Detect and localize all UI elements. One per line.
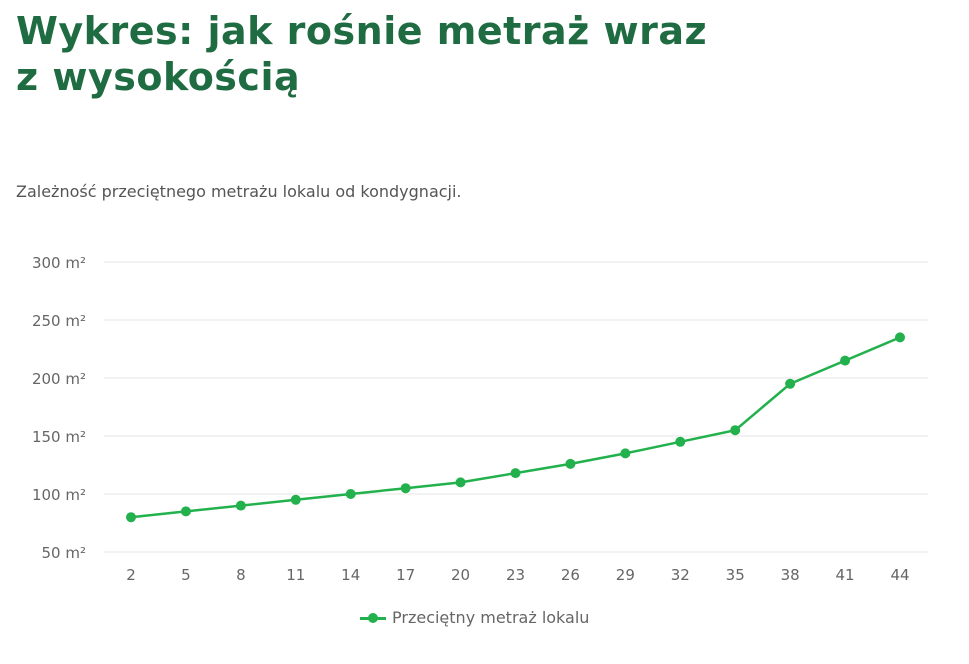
chart-subtitle: Zależność przeciętnego metrażu lokalu od… <box>16 182 462 201</box>
x-tick-label: 11 <box>286 566 305 584</box>
x-tick-label: 23 <box>506 566 525 584</box>
x-tick-label: 35 <box>726 566 745 584</box>
x-tick-label: 8 <box>236 566 246 584</box>
y-tick-label: 200 m² <box>32 370 86 388</box>
x-tick-label: 41 <box>836 566 855 584</box>
x-tick-label: 29 <box>616 566 635 584</box>
series-line <box>130 336 901 519</box>
data-point[interactable] <box>510 468 521 479</box>
x-tick-label: 44 <box>890 566 909 584</box>
data-point[interactable] <box>400 483 411 494</box>
x-tick-label: 32 <box>671 566 690 584</box>
data-point[interactable] <box>675 436 686 447</box>
x-tick-label: 2 <box>126 566 136 584</box>
data-point[interactable] <box>785 378 796 389</box>
x-tick-label: 5 <box>181 566 191 584</box>
line-chart: 50 m² 100 m² 150 m² 200 m² 250 m² 300 m² 2 5 8 11… <box>0 240 969 640</box>
x-tick-label: 26 <box>561 566 580 584</box>
x-tick-label: 17 <box>396 566 415 584</box>
data-point[interactable] <box>455 477 466 488</box>
data-point[interactable] <box>895 332 905 343</box>
data-point[interactable] <box>840 355 851 366</box>
data-point[interactable] <box>345 489 356 499</box>
y-tick-label: 250 m² <box>32 312 86 330</box>
x-tick-label: 14 <box>341 566 360 584</box>
chart-canvas: 50 m² 100 m² 150 m² 200 m² 250 m² 300 m² 2 5 8 11… <box>32 254 928 584</box>
x-tick-label: 20 <box>451 566 470 584</box>
chart-legend[interactable]: Przeciętny metraż lokalu <box>360 608 589 627</box>
x-tick-label: 38 <box>781 566 800 584</box>
y-tick-label: 300 m² <box>32 254 86 272</box>
legend-line-marker-icon <box>360 612 386 624</box>
data-point[interactable] <box>730 425 741 436</box>
y-tick-label: 100 m² <box>32 486 86 504</box>
legend-label: Przeciętny metraż lokalu <box>392 608 590 627</box>
data-point[interactable] <box>180 506 191 517</box>
data-point[interactable] <box>565 458 576 469</box>
y-tick-label: 150 m² <box>32 428 86 446</box>
page-title: Wykres: jak rośnie metraż wraz z wysokośc… <box>16 9 708 99</box>
data-point[interactable] <box>235 500 246 511</box>
y-tick-label: 50 m² <box>42 544 86 562</box>
data-point[interactable] <box>290 494 301 505</box>
data-point[interactable] <box>126 512 136 523</box>
data-point[interactable] <box>620 448 631 459</box>
